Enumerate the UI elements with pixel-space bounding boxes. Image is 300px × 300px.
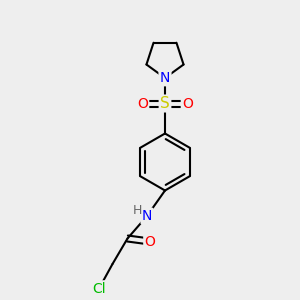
Text: S: S xyxy=(160,96,170,111)
Text: O: O xyxy=(182,97,193,110)
Text: O: O xyxy=(137,97,148,110)
Text: Cl: Cl xyxy=(92,282,106,296)
Text: N: N xyxy=(160,71,170,85)
Text: N: N xyxy=(142,209,152,223)
Text: H: H xyxy=(133,204,142,217)
Text: O: O xyxy=(145,235,155,248)
